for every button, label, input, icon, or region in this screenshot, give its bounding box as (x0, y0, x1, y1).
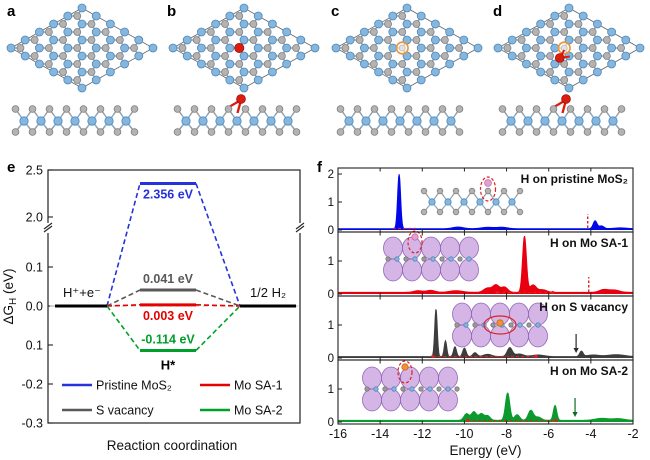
structure-panel-s-vacancy (331, 3, 483, 136)
dos-subplot-4: 0 1 H on Mo SA-2 (328, 359, 634, 429)
inset-structure (452, 302, 548, 348)
free-energy-diagram: 2.5 2.0 0.1 0.0 0.1 -0.2 -0.3 ΔGH (eV) Reaction … (1, 164, 305, 453)
dos-curve (338, 174, 633, 230)
svg-text:Mo SA-1: Mo SA-1 (234, 379, 283, 393)
structure-panel-pristine (6, 3, 158, 136)
side-view-chain (11, 105, 139, 136)
svg-text:S vacancy: S vacancy (96, 404, 154, 418)
svg-text:1: 1 (328, 256, 334, 268)
svg-text:0.003 eV: 0.003 eV (143, 309, 194, 323)
svg-text:2: 2 (328, 169, 334, 181)
dos-curve (338, 309, 633, 358)
svg-text:-2: -2 (627, 427, 638, 441)
top-view-lattice (493, 3, 645, 93)
dos-subplot-3: 0 1 H on S vacancy (328, 295, 634, 365)
dos-subplot-2: 0 1 H on Mo SA-1 (328, 230, 634, 301)
svg-text:1: 1 (328, 320, 334, 332)
dos-stack: 0 1 2 H on pristine MoS₂ 0 1 H on Mo SA-1 0 1 H o… (328, 167, 639, 458)
svg-text:-8: -8 (501, 427, 512, 441)
svg-text:H⁺+e⁻: H⁺+e⁻ (63, 285, 101, 300)
svg-text:-4: -4 (585, 427, 596, 441)
svg-text:0.041 eV: 0.041 eV (143, 272, 194, 286)
dos-subplot-1: 0 1 2 H on pristine MoS₂ (328, 167, 634, 237)
svg-text:H on pristine MoS₂: H on pristine MoS₂ (521, 172, 628, 186)
svg-text:Pristine MoS₂: Pristine MoS₂ (96, 379, 172, 393)
svg-text:H on Mo SA-1: H on Mo SA-1 (550, 236, 628, 250)
svg-text:-6: -6 (543, 427, 554, 441)
svg-text:-14: -14 (371, 427, 389, 441)
inset-structure (420, 176, 524, 216)
svg-text:0: 0 (328, 225, 334, 237)
inset-structure (383, 230, 479, 282)
panel-letter-e: e (7, 159, 16, 176)
svg-text:-0.114 eV: -0.114 eV (141, 332, 195, 346)
side-view-chain (173, 94, 301, 136)
panel-letter-d: d (493, 3, 503, 20)
svg-text:0.1: 0.1 (26, 339, 43, 353)
dos-curve (338, 392, 633, 421)
svg-text:2.356 eV: 2.356 eV (143, 188, 194, 202)
svg-text:H on Mo SA-2: H on Mo SA-2 (550, 364, 628, 378)
inset-structure (362, 360, 460, 412)
panel-letter-a: a (7, 3, 16, 20)
dos-curve (338, 235, 633, 293)
svg-text:-16: -16 (329, 427, 347, 441)
svg-text:0: 0 (328, 353, 334, 365)
svg-text:0: 0 (328, 417, 334, 429)
structure-panel-mo-sa2 (493, 3, 645, 136)
svg-text:0.0: 0.0 (26, 300, 43, 314)
svg-text:0: 0 (328, 289, 334, 301)
svg-text:Mo SA-2: Mo SA-2 (234, 404, 283, 418)
svg-text:2.5: 2.5 (26, 164, 43, 178)
top-view-lattice (168, 3, 320, 93)
svg-text:1: 1 (328, 197, 334, 209)
svg-text:H on S vacancy: H on S vacancy (539, 300, 628, 314)
svg-text:-0.2: -0.2 (21, 378, 43, 392)
panel-letter-f: f (317, 159, 322, 176)
svg-text:-0.3: -0.3 (21, 417, 43, 431)
svg-text:H*: H* (161, 357, 176, 372)
svg-text:-10: -10 (455, 427, 473, 441)
svg-text:1: 1 (328, 384, 334, 396)
panel-letter-c: c (331, 3, 340, 20)
side-view-chain (336, 105, 464, 136)
dos-curve-fill (338, 393, 633, 422)
panel-letter-b: b (167, 3, 177, 20)
svg-text:Energy (eV): Energy (eV) (449, 443, 521, 458)
top-view-lattice (6, 3, 158, 93)
side-view-chain (498, 94, 626, 136)
top-view-lattice (331, 3, 483, 93)
svg-text:Reaction coordination: Reaction coordination (107, 438, 238, 453)
svg-text:-12: -12 (413, 427, 431, 441)
svg-text:1/2 H₂: 1/2 H₂ (250, 285, 286, 300)
svg-text:0.1: 0.1 (26, 261, 43, 275)
svg-text:ΔGH (eV): ΔGH (eV) (1, 268, 19, 324)
svg-text:2.0: 2.0 (26, 211, 43, 225)
structure-panel-mo-sa1 (168, 3, 320, 136)
